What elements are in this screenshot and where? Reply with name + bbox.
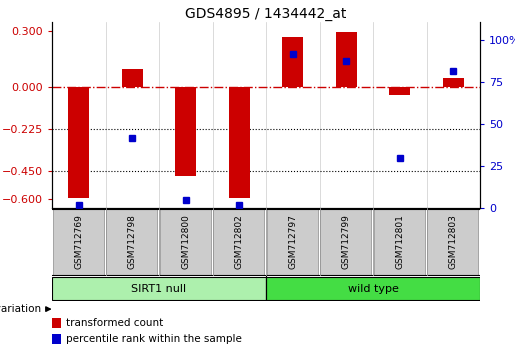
Bar — [389, 87, 410, 95]
Bar — [52, 318, 61, 328]
FancyBboxPatch shape — [373, 209, 425, 275]
Bar — [68, 87, 90, 198]
FancyBboxPatch shape — [106, 209, 158, 275]
Text: GSM712797: GSM712797 — [288, 215, 297, 269]
Text: wild type: wild type — [348, 284, 399, 293]
FancyBboxPatch shape — [266, 277, 480, 300]
Text: GSM712799: GSM712799 — [342, 215, 351, 269]
Bar — [442, 78, 464, 87]
Text: SIRT1 null: SIRT1 null — [131, 284, 186, 293]
FancyBboxPatch shape — [267, 209, 318, 275]
FancyBboxPatch shape — [213, 209, 264, 275]
Title: GDS4895 / 1434442_at: GDS4895 / 1434442_at — [185, 7, 347, 21]
FancyBboxPatch shape — [160, 209, 211, 275]
Text: GSM712801: GSM712801 — [395, 215, 404, 269]
Text: GSM712802: GSM712802 — [235, 215, 244, 269]
FancyBboxPatch shape — [427, 209, 478, 275]
Text: GSM712803: GSM712803 — [449, 215, 458, 269]
FancyBboxPatch shape — [52, 277, 266, 300]
Bar — [229, 87, 250, 198]
Text: genotype/variation: genotype/variation — [0, 304, 42, 314]
Text: percentile rank within the sample: percentile rank within the sample — [66, 334, 242, 344]
Bar — [52, 334, 61, 344]
Bar — [282, 37, 303, 87]
Text: GSM712769: GSM712769 — [74, 215, 83, 269]
Text: GSM712800: GSM712800 — [181, 215, 190, 269]
FancyBboxPatch shape — [320, 209, 371, 275]
Bar — [175, 87, 196, 176]
Bar — [122, 69, 143, 87]
FancyBboxPatch shape — [53, 209, 104, 275]
Text: transformed count: transformed count — [66, 318, 164, 328]
Bar — [336, 32, 357, 87]
Text: GSM712798: GSM712798 — [128, 215, 137, 269]
